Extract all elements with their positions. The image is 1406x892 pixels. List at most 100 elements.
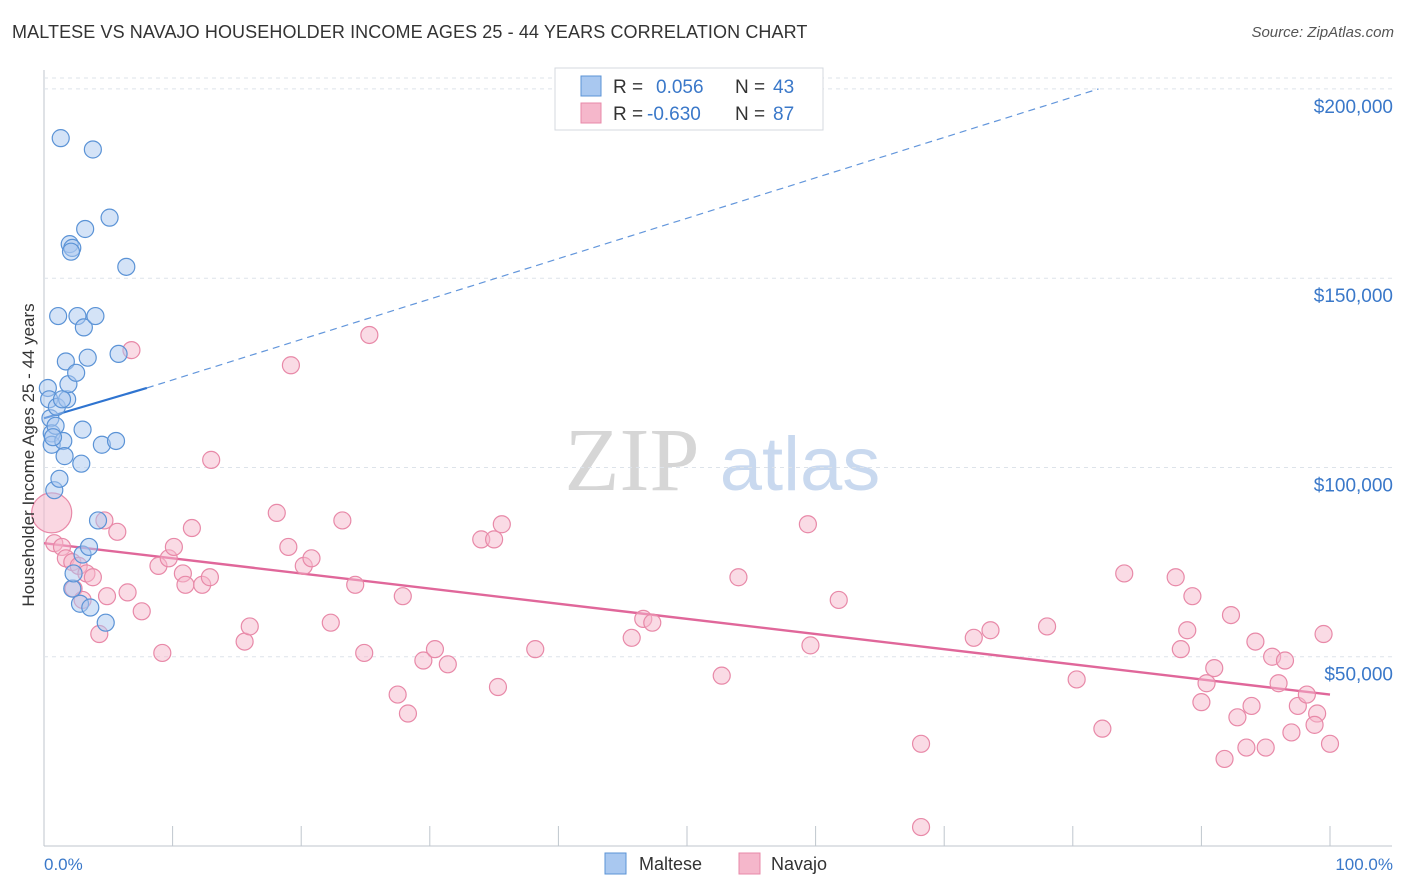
maltese-point xyxy=(55,447,74,466)
navajo-point xyxy=(1228,708,1247,727)
chart-title: MALTESE VS NAVAJO HOUSEHOLDER INCOME AGE… xyxy=(12,22,808,42)
navajo-point xyxy=(333,511,352,530)
maltese-point xyxy=(49,306,68,326)
navajo-point xyxy=(488,677,508,697)
navajo-point xyxy=(240,617,259,636)
navajo-point xyxy=(153,643,172,663)
navajo-point xyxy=(622,628,641,647)
navajo-point xyxy=(176,575,195,594)
navajo-point xyxy=(1197,674,1216,693)
legend-navajo-r-value: -0.630 xyxy=(647,104,701,125)
navajo-point xyxy=(302,549,321,568)
navajo-point xyxy=(1282,723,1301,742)
navajo-point xyxy=(1215,749,1234,769)
legend-maltese-r-label: R = xyxy=(613,77,643,98)
navajo-point xyxy=(1221,605,1241,625)
maltese-point xyxy=(50,469,69,488)
data-points xyxy=(31,129,1340,837)
navajo-point xyxy=(1275,651,1295,670)
navajo-point xyxy=(1305,715,1324,734)
navajo-point xyxy=(108,522,127,541)
navajo-point xyxy=(83,568,102,587)
maltese-trend-line-projected xyxy=(146,88,1099,389)
legend-bottom-navajo-swatch xyxy=(738,852,761,875)
navajo-point xyxy=(1320,734,1340,753)
legend-top: R = 0.056 N = 43 R = -0.630 N = 87 xyxy=(554,67,824,131)
navajo-point xyxy=(388,685,407,704)
navajo-point xyxy=(1314,624,1333,644)
legend-bottom-maltese-swatch xyxy=(604,852,627,875)
legend-maltese-n-value: 43 xyxy=(773,77,794,98)
navajo-point xyxy=(911,734,931,753)
navajo-point xyxy=(398,704,418,723)
maltese-point xyxy=(74,318,93,337)
navajo-point xyxy=(1237,738,1256,757)
legend-bottom: Maltese Navajo xyxy=(604,852,827,875)
maltese-point xyxy=(88,511,108,530)
maltese-point xyxy=(100,208,119,227)
navajo-point xyxy=(360,325,379,345)
navajo-point xyxy=(267,503,286,522)
maltese-point xyxy=(64,564,83,583)
navajo-point xyxy=(202,450,221,469)
navajo-point xyxy=(1178,621,1197,640)
legend-maltese-n-label: N = xyxy=(735,77,765,98)
navajo-point xyxy=(1256,738,1275,757)
navajo-point xyxy=(492,515,511,534)
navajo-point xyxy=(425,640,445,659)
watermark-atlas: atlas xyxy=(720,422,881,507)
maltese-point xyxy=(43,428,63,447)
maltese-point xyxy=(78,348,97,367)
legend-bottom-maltese-label: Maltese xyxy=(639,854,702,874)
navajo-point xyxy=(1246,632,1265,651)
maltese-point xyxy=(52,390,72,409)
navajo-point xyxy=(1205,658,1224,678)
navajo-point xyxy=(1115,564,1134,583)
navajo-point xyxy=(281,356,301,375)
maltese-point xyxy=(67,363,86,382)
maltese-point xyxy=(83,140,102,159)
navajo-point xyxy=(798,515,817,534)
maltese-point xyxy=(106,431,126,451)
legend-navajo-n-label: N = xyxy=(735,104,765,125)
y-tick-label: $150,000 xyxy=(1314,286,1393,307)
navajo-point xyxy=(355,643,374,663)
legend-bottom-navajo-label: Navajo xyxy=(771,854,827,874)
x-ticks xyxy=(43,826,1331,846)
navajo-point xyxy=(911,817,931,837)
legend-navajo-r-label: R = xyxy=(613,104,643,125)
maltese-point xyxy=(117,257,136,276)
maltese-point xyxy=(96,613,115,632)
navajo-point xyxy=(712,666,731,685)
maltese-point xyxy=(73,420,92,439)
x-tick-label-max: 100.0% xyxy=(1335,855,1393,874)
legend-navajo-swatch xyxy=(580,102,602,124)
legend-navajo-n-value: 87 xyxy=(773,104,794,125)
y-tick-label: $50,000 xyxy=(1324,665,1393,686)
navajo-point xyxy=(485,530,504,549)
navajo-point xyxy=(643,613,662,632)
navajo-trend-line xyxy=(43,541,1331,696)
source-label: Source: ZipAtlas.com xyxy=(1251,24,1394,41)
navajo-point xyxy=(1067,670,1086,689)
maltese-point xyxy=(81,598,100,617)
maltese-point xyxy=(109,344,128,364)
navajo-point xyxy=(729,568,748,587)
navajo-point xyxy=(279,537,298,557)
navajo-point xyxy=(1242,696,1261,716)
navajo-point xyxy=(346,575,365,594)
legend-maltese-r-value: 0.056 xyxy=(656,77,704,98)
navajo-point xyxy=(1166,568,1185,587)
maltese-point xyxy=(63,579,82,598)
y-tick-label: $200,000 xyxy=(1314,97,1393,118)
navajo-point xyxy=(1183,587,1202,606)
navajo-point xyxy=(321,613,340,632)
legend-maltese-swatch xyxy=(580,75,602,97)
grid-lines xyxy=(44,77,1392,658)
navajo-point xyxy=(1297,685,1316,704)
navajo-point xyxy=(200,568,219,587)
trend-lines xyxy=(43,88,1331,696)
navajo-point xyxy=(182,518,201,538)
navajo-point xyxy=(164,537,183,557)
navajo-point xyxy=(132,602,151,621)
